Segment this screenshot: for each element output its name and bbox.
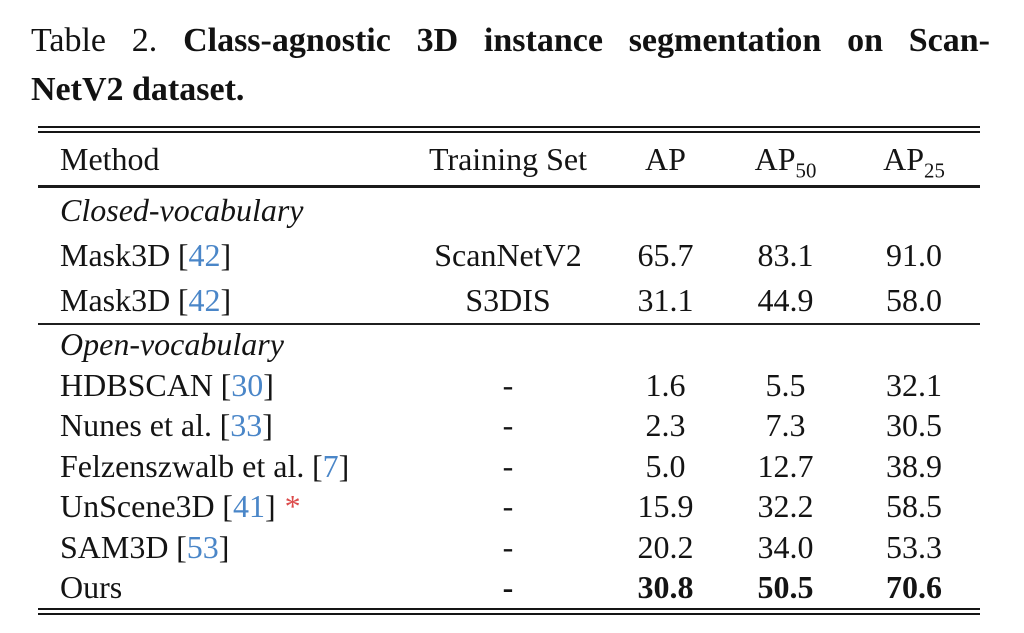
citation-link[interactable]: 30 bbox=[231, 366, 264, 403]
footnote-star: * bbox=[284, 488, 301, 525]
method-name: Mask3D bbox=[60, 281, 171, 318]
col-ap50: AP50 bbox=[754, 140, 817, 182]
ap25-value: 58.0 bbox=[886, 281, 942, 318]
ap25-value: 32.1 bbox=[886, 366, 942, 403]
bracket-open: [ bbox=[312, 447, 323, 484]
training-set-value: S3DIS bbox=[465, 281, 551, 318]
caption-title-line1: Class-agnostic 3D instance segmentation … bbox=[183, 22, 991, 59]
training-set-value: - bbox=[502, 447, 514, 484]
bracket-close: ] bbox=[262, 407, 273, 444]
table-row: Nunes et al. [33] - 2.3 7.3 30.5 bbox=[38, 406, 980, 447]
bracket-open: [ bbox=[219, 407, 231, 444]
bracket-close: ] bbox=[264, 488, 276, 525]
col-ap: AP bbox=[645, 140, 686, 177]
ap25-value: 70.6 bbox=[886, 569, 942, 606]
table-bottom-rule bbox=[38, 608, 980, 615]
method-name: Felzenszwalb et al. bbox=[60, 447, 305, 484]
table-caption: Table 2. Class-agnostic 3D instance segm… bbox=[31, 16, 990, 114]
method-name: Nunes et al. bbox=[60, 407, 212, 444]
table-row: SAM3D [53] - 20.2 34.0 53.3 bbox=[38, 527, 980, 568]
section-heading-closed: Closed-vocabulary bbox=[60, 191, 304, 228]
caption-title-line2: NetV2 dataset. bbox=[31, 71, 245, 108]
citation-link[interactable]: 7 bbox=[322, 447, 339, 484]
header-separator-rule bbox=[38, 185, 980, 188]
ap25-value: 58.5 bbox=[886, 488, 942, 525]
header-row: Method Training Set AP AP50 AP25 bbox=[38, 133, 980, 185]
caption-line-1: Table 2. Class-agnostic 3D instance segm… bbox=[31, 16, 990, 65]
ap50-value: 32.2 bbox=[757, 488, 814, 525]
bracket-close: ] bbox=[220, 236, 232, 273]
method-name: SAM3D bbox=[60, 528, 169, 565]
bracket-close: ] bbox=[263, 366, 274, 403]
citation-link[interactable]: 42 bbox=[188, 281, 221, 318]
bracket-close: ] bbox=[220, 281, 232, 318]
ap50-subscript: 50 bbox=[795, 158, 817, 182]
ap50-value: 50.5 bbox=[757, 569, 814, 606]
ap-value: 20.2 bbox=[637, 528, 694, 565]
table-row-ours: Ours - 30.8 50.5 70.6 bbox=[38, 568, 980, 609]
method-name: Ours bbox=[60, 569, 123, 606]
open-vocabulary-section: Open-vocabulary HDBSCAN [30] - 1.6 5.5 32… bbox=[38, 325, 980, 609]
citation-link[interactable]: 33 bbox=[230, 407, 263, 444]
results-table: Method Training Set AP AP50 AP25 Closed-… bbox=[38, 126, 980, 615]
ap-value: 1.6 bbox=[645, 366, 686, 403]
training-set-value: - bbox=[502, 569, 514, 606]
ap50-value: 7.3 bbox=[765, 407, 806, 444]
ap25-value: 53.3 bbox=[886, 528, 942, 565]
method-name: UnScene3D bbox=[60, 488, 215, 525]
col-method: Method bbox=[60, 140, 160, 177]
table-top-rule bbox=[38, 126, 980, 133]
method-name: Mask3D bbox=[60, 236, 171, 273]
ap25-value: 30.5 bbox=[886, 407, 942, 444]
section-heading-row: Closed-vocabulary bbox=[38, 188, 980, 233]
col-training-set: Training Set bbox=[429, 140, 587, 177]
citation-link[interactable]: 53 bbox=[186, 528, 219, 565]
bracket-close: ] bbox=[218, 528, 230, 565]
ap-value: 65.7 bbox=[637, 236, 694, 273]
table-row: Mask3D [42] ScanNetV2 65.7 83.1 91.0 bbox=[38, 233, 980, 278]
bracket-close: ] bbox=[338, 447, 350, 484]
ap50-value: 5.5 bbox=[765, 366, 806, 403]
ap25-value: 38.9 bbox=[886, 447, 942, 484]
ap-value: 30.8 bbox=[637, 569, 694, 606]
col-ap25: AP25 bbox=[883, 140, 945, 182]
section-heading-open: Open-vocabulary bbox=[60, 326, 284, 363]
bracket-open: [ bbox=[177, 236, 189, 273]
section-separator-rule bbox=[38, 322, 980, 325]
bracket-open: [ bbox=[177, 281, 189, 318]
ap-value: 31.1 bbox=[637, 281, 694, 318]
training-set-value: - bbox=[502, 528, 514, 565]
training-set-value: - bbox=[502, 407, 514, 444]
table-row: Mask3D [42] S3DIS 31.1 44.9 58.0 bbox=[38, 278, 980, 323]
ap-value: 2.3 bbox=[645, 407, 686, 444]
table-row: HDBSCAN [30] - 1.6 5.5 32.1 bbox=[38, 365, 980, 406]
table-row: UnScene3D [41] * - 15.9 32.2 58.5 bbox=[38, 487, 980, 528]
ap25-value: 91.0 bbox=[886, 236, 942, 273]
ap50-value: 12.7 bbox=[757, 447, 814, 484]
caption-label: Table 2. bbox=[31, 22, 158, 59]
ap50-value: 44.9 bbox=[757, 281, 814, 318]
ap-value: 5.0 bbox=[645, 447, 686, 484]
ap25-subscript: 25 bbox=[924, 158, 945, 182]
citation-link[interactable]: 41 bbox=[232, 488, 265, 525]
training-set-value: - bbox=[502, 366, 514, 403]
ap50-value: 34.0 bbox=[757, 528, 814, 565]
citation-link[interactable]: 42 bbox=[188, 236, 221, 273]
closed-vocabulary-section: Closed-vocabulary Mask3D [42] ScanNetV2 6… bbox=[38, 188, 980, 323]
table-row: Felzenszwalb et al. [7] - 5.0 12.7 38.9 bbox=[38, 446, 980, 487]
table-header: Method Training Set AP AP50 AP25 bbox=[38, 133, 980, 185]
training-set-value: ScanNetV2 bbox=[434, 236, 582, 273]
training-set-value: - bbox=[502, 488, 514, 525]
section-heading-row: Open-vocabulary bbox=[38, 325, 980, 366]
method-name: HDBSCAN bbox=[60, 366, 213, 403]
bracket-open: [ bbox=[222, 488, 233, 525]
bracket-open: [ bbox=[220, 366, 232, 403]
ap-value: 15.9 bbox=[637, 488, 694, 525]
bracket-open: [ bbox=[176, 528, 187, 565]
ap50-value: 83.1 bbox=[757, 236, 814, 273]
